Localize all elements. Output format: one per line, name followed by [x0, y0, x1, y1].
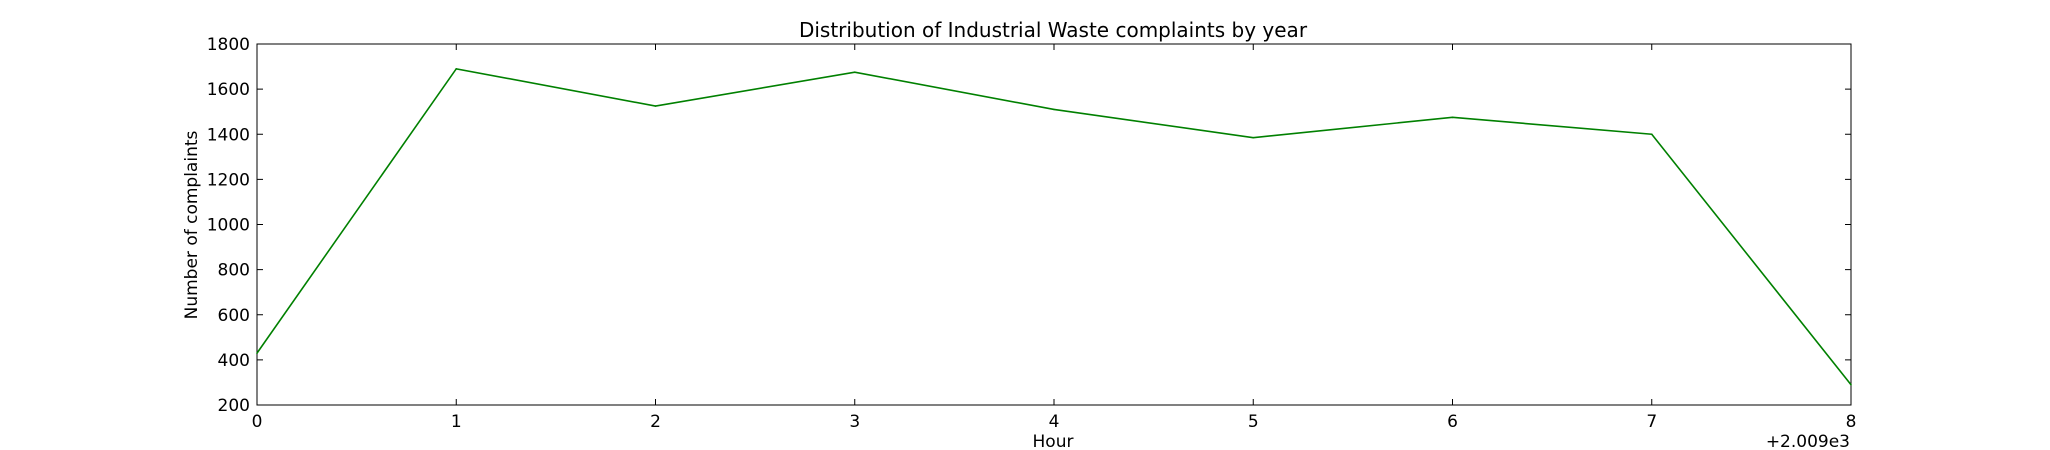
x-tick-label: 8 [1846, 412, 1857, 432]
y-tick-label: 400 [218, 351, 250, 371]
series-layer [256, 67, 1852, 386]
data-point [1053, 108, 1055, 111]
y-tick-label: 1800 [207, 35, 250, 55]
x-tick-label: 6 [1447, 412, 1458, 432]
x-tick-label: 4 [1049, 412, 1060, 432]
plot-frame [256, 43, 1852, 406]
y-tick-label: 800 [218, 261, 250, 281]
y-tick-label: 1000 [207, 216, 250, 236]
y-axis: 200 400 600 800 1000 1200 1400 1600 1800 [207, 35, 1851, 416]
x-tick-label: 5 [1248, 412, 1259, 432]
data-point [1650, 133, 1653, 136]
data-point [654, 105, 657, 107]
data-point [853, 71, 856, 74]
y-tick-label: 1400 [207, 125, 250, 145]
x-tick-label: 2 [650, 412, 661, 432]
data-point [1451, 116, 1454, 119]
x-axis-label: Hour [1033, 432, 1074, 450]
x-tick-label: 0 [252, 412, 263, 432]
y-tick-label: 200 [218, 396, 250, 416]
x-tick-label: 1 [451, 412, 462, 432]
data-point [455, 68, 458, 70]
chart-title: Distribution of Industrial Waste complai… [799, 18, 1308, 42]
y-tick-label: 600 [218, 306, 250, 326]
data-point [256, 352, 258, 354]
x-tick-label: 3 [849, 412, 860, 432]
x-tick-label: 7 [1646, 412, 1657, 432]
y-tick-label: 1200 [207, 170, 250, 190]
data-point [1850, 383, 1852, 386]
y-axis-label: Number of complaints [182, 130, 202, 319]
plot-area [256, 43, 1852, 406]
x-axis: 0 1 2 3 4 5 6 7 8 [252, 44, 1857, 432]
y-tick-label: 1600 [207, 80, 250, 100]
x-axis-offset-label: +2.009e3 [1766, 432, 1850, 450]
data-point [1252, 136, 1255, 139]
